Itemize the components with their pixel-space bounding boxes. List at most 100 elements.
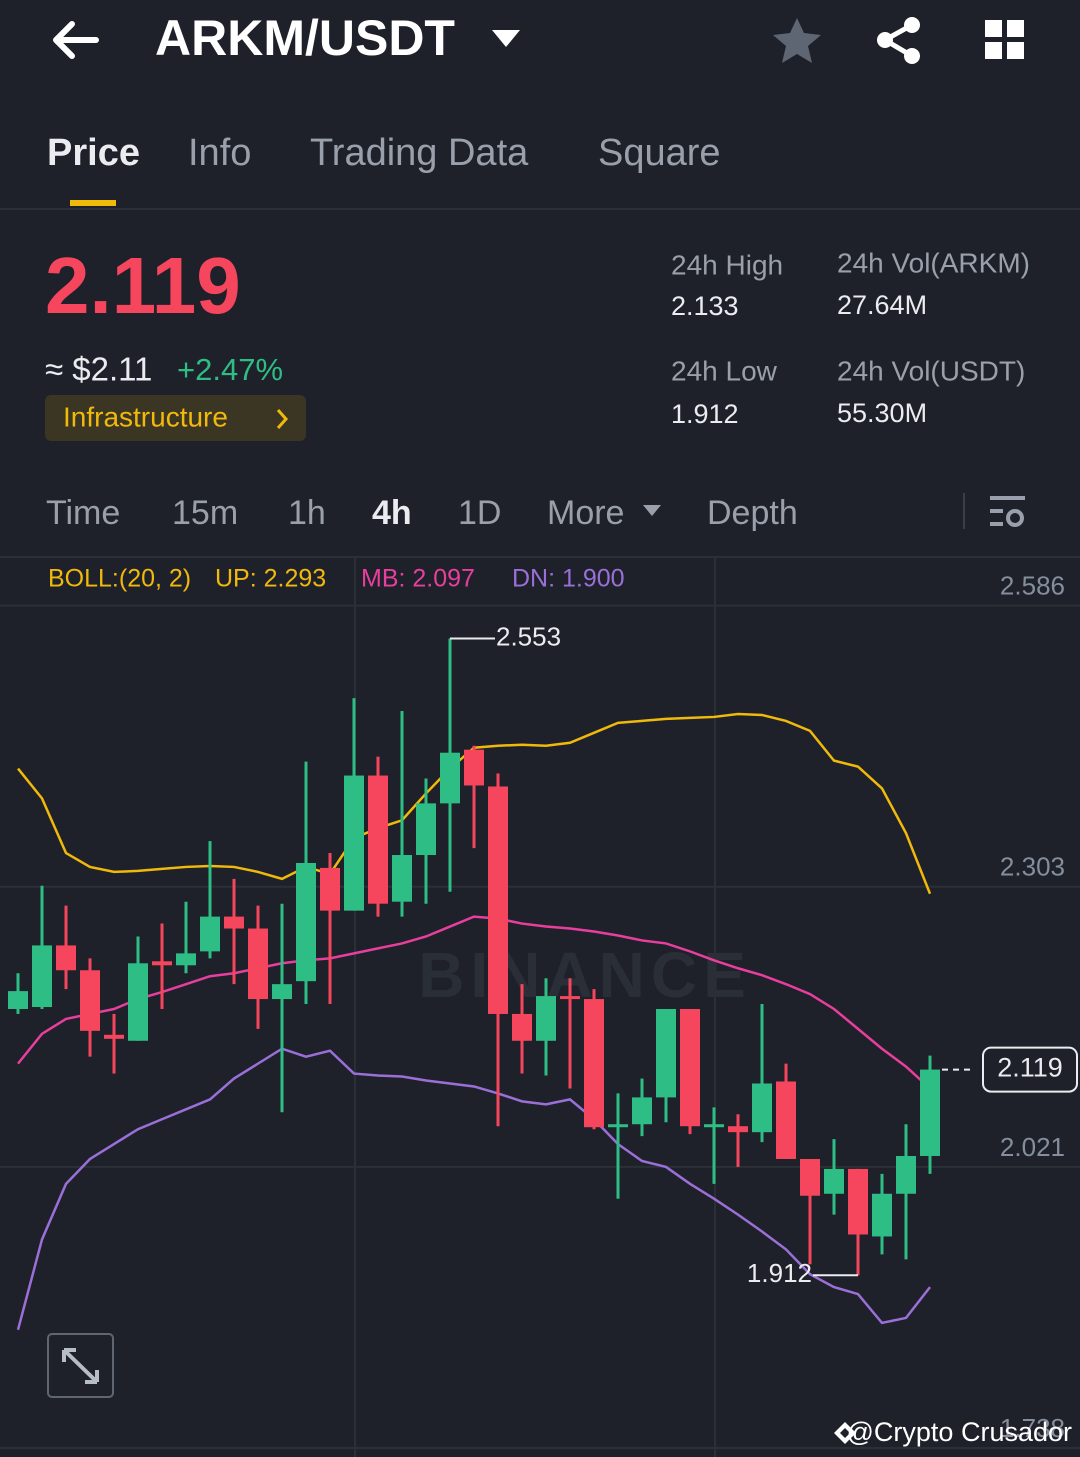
candle-body <box>584 999 604 1128</box>
candle-body <box>8 991 28 1009</box>
interval[interactable]: 1h <box>288 494 326 532</box>
candle-body <box>56 945 76 971</box>
candle-body <box>272 984 292 1000</box>
tab[interactable]: Square <box>598 132 721 174</box>
stat-value: 55.30M <box>837 398 927 428</box>
stat-label: 24h Vol(USDT) <box>837 355 1025 386</box>
tab[interactable]: Info <box>188 132 251 174</box>
candle-body <box>536 996 556 1041</box>
candle-body <box>440 752 460 804</box>
share-dot <box>877 32 893 48</box>
candle-body <box>872 1193 892 1237</box>
candle-body <box>368 775 388 904</box>
y-tick-label: 2.303 <box>1000 852 1065 882</box>
interval[interactable]: Depth <box>707 494 798 532</box>
credit: @Crypto Crusador <box>847 1417 1072 1447</box>
legend-entry: MB: 2.097 <box>361 565 475 593</box>
interval[interactable]: 15m <box>172 494 238 532</box>
tab-indicator <box>70 200 116 206</box>
candle-body <box>680 1008 700 1127</box>
candle-body <box>296 862 316 982</box>
category-label[interactable]: Infrastructure <box>63 401 228 432</box>
candle-body <box>224 916 244 929</box>
stat-value: 2.133 <box>671 291 739 321</box>
candle-body <box>920 1069 940 1157</box>
stat-label: 24h High <box>671 249 783 280</box>
separator <box>963 493 965 529</box>
divider <box>0 556 1080 558</box>
back-arrow <box>53 21 99 59</box>
candle-body <box>344 775 364 911</box>
candle-body <box>320 867 340 911</box>
candle-body <box>632 1097 652 1125</box>
candle-body <box>896 1156 916 1194</box>
candle-body <box>488 786 508 1014</box>
interval[interactable]: 4h <box>372 494 412 532</box>
grid-cell <box>985 42 1002 59</box>
low-label: 1.912 <box>747 1258 812 1288</box>
y-tick-label: 2.021 <box>1000 1132 1065 1162</box>
candle-body <box>824 1168 844 1194</box>
candle-body <box>416 803 436 856</box>
grid-cell <box>1007 20 1024 37</box>
interval[interactable]: Time <box>46 494 120 532</box>
credit-icon <box>834 1422 856 1444</box>
tab[interactable]: Price <box>47 132 140 174</box>
back-button[interactable] <box>53 21 99 59</box>
settings-gear <box>1006 509 1024 527</box>
band-line <box>17 915 931 1090</box>
chart-settings[interactable] <box>990 496 1025 527</box>
indicator-label: BOLL:(20, 2) <box>48 565 191 593</box>
candle-body <box>512 1013 532 1041</box>
expand-frame <box>47 1333 114 1398</box>
y-tick-label: 1.738 <box>1000 1413 1065 1443</box>
settings-lines <box>990 496 1025 526</box>
pair-dropdown[interactable] <box>492 30 520 47</box>
share-dot <box>904 17 920 33</box>
more-dropdown[interactable] <box>643 505 661 516</box>
price-change: +2.47% <box>177 352 283 387</box>
candle-body <box>152 961 172 966</box>
candle-body <box>800 1158 820 1196</box>
stat-value: 1.912 <box>671 399 739 429</box>
expand-button[interactable] <box>47 1333 114 1398</box>
candle-body <box>392 855 412 902</box>
expand-arrows <box>62 1348 99 1384</box>
interval[interactable]: More <box>547 494 624 532</box>
candle-body <box>776 1081 796 1159</box>
y-tick-label: 2.586 <box>1000 571 1065 601</box>
band-line <box>16 1047 931 1331</box>
legend-entry: UP: 2.293 <box>215 565 326 593</box>
candle-body <box>704 1124 724 1128</box>
last-price-label: 2.119 <box>997 1053 1063 1083</box>
last-price: 2.119 <box>45 241 241 330</box>
candle-body <box>128 963 148 1041</box>
candle-body <box>608 1124 628 1128</box>
stat-value: 27.64M <box>837 290 927 320</box>
favorite-star[interactable] <box>773 18 821 63</box>
high-label: 2.553 <box>496 621 561 651</box>
grid-menu[interactable] <box>985 20 1024 59</box>
candle-body <box>752 1083 772 1133</box>
candle-body <box>32 945 52 1008</box>
legend-entry: DN: 1.900 <box>512 565 625 593</box>
pair-title[interactable]: ARKM/USDT <box>155 10 455 66</box>
stat-label: 24h Vol(ARKM) <box>837 247 1030 278</box>
stat-label: 24h Low <box>671 355 778 386</box>
usd-price: ≈ $2.11 <box>45 351 152 388</box>
interval[interactable]: 1D <box>458 494 501 532</box>
candle-body <box>656 1008 676 1098</box>
share-icon[interactable] <box>877 17 920 64</box>
grid-cell <box>1007 42 1024 59</box>
divider <box>0 208 1080 210</box>
category-tag[interactable] <box>45 395 306 441</box>
share-dot <box>904 48 920 64</box>
candle-body <box>104 1034 124 1039</box>
grid-cell <box>985 20 1002 37</box>
tab[interactable]: Trading Data <box>310 132 529 174</box>
candle-body <box>200 916 220 952</box>
candle-body <box>560 996 580 1000</box>
